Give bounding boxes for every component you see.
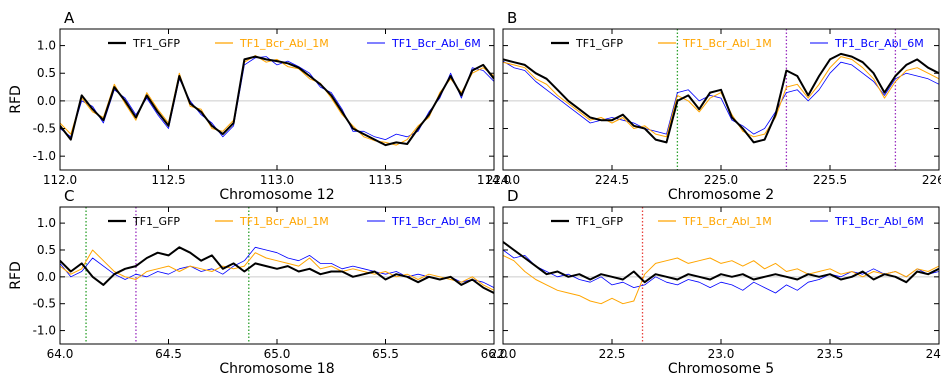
series-line-3 [503, 249, 939, 294]
legend-label: TF1_GFP [132, 215, 180, 228]
legend-label: TF1_Bcr_Abl_6M [834, 215, 924, 228]
series-line-1 [503, 52, 939, 144]
legend-entry-3: TF1_Bcr_Abl_6M [810, 215, 924, 228]
panel-letter: D [507, 187, 519, 205]
y-tick-label: -1.0 [33, 324, 56, 338]
series-line-1 [503, 241, 939, 284]
panel-letter: A [64, 9, 75, 27]
legend-entry-1: TF1_GFP [108, 37, 180, 50]
y-tick-label: -0.5 [33, 297, 56, 311]
series-line-2 [503, 56, 939, 138]
x-tick-label: 225.5 [813, 173, 847, 187]
y-tick-label: 0.0 [37, 94, 56, 108]
legend-entry-2: TF1_Bcr_Abl_1M [658, 37, 772, 50]
x-tick-label: 65.5 [372, 347, 399, 361]
x-axis-title: Chromosome 2 [668, 187, 774, 203]
series-line-1 [60, 246, 494, 294]
x-tick-label: 64.5 [155, 347, 182, 361]
x-tick-label: 224.0 [486, 173, 520, 187]
panel-d: 22.0 22.5 23.0 23.5 24.0 Chromosome 5 D TF1_GFP… [490, 187, 941, 374]
legend-entry-3: TF1_Bcr_Abl_6M [810, 37, 924, 50]
legend-label: TF1_Bcr_Abl_1M [239, 37, 329, 50]
x-tick-label: 23.0 [708, 347, 735, 361]
legend-label: TF1_Bcr_Abl_1M [682, 215, 772, 228]
legend-entry-3: TF1_Bcr_Abl_6M [367, 215, 481, 228]
series-line-2 [60, 249, 494, 291]
x-tick-label: 64.0 [47, 347, 74, 361]
legend-label: TF1_Bcr_Abl_1M [239, 215, 329, 228]
series-line-3 [60, 56, 494, 140]
series-line-3 [503, 60, 939, 135]
x-tick-label: 113.0 [260, 173, 294, 187]
legend-label: TF1_Bcr_Abl_6M [834, 37, 924, 50]
x-tick-label: 66.0 [481, 347, 508, 361]
legend-label: TF1_GFP [575, 37, 623, 50]
y-tick-label: 0.5 [37, 66, 56, 80]
y-axis-title: RFD [8, 85, 24, 114]
y-tick-label: 0.5 [37, 243, 56, 257]
x-tick-label: 113.5 [368, 173, 402, 187]
x-tick-label: 114.0 [477, 173, 511, 187]
legend-entry-1: TF1_GFP [551, 215, 623, 228]
y-tick-label: -0.5 [33, 122, 56, 136]
x-tick-label: 22.0 [490, 347, 517, 361]
x-axis-title: Chromosome 18 [219, 361, 334, 374]
x-tick-label: 225.0 [704, 173, 738, 187]
y-axis-title: RFD [8, 261, 24, 290]
x-axis-title: Chromosome 12 [219, 187, 334, 203]
legend-label: TF1_Bcr_Abl_1M [682, 37, 772, 50]
panel-letter: B [507, 9, 517, 27]
legend-label: TF1_GFP [575, 215, 623, 228]
legend-entry-2: TF1_Bcr_Abl_1M [658, 215, 772, 228]
y-tick-label: -1.0 [33, 149, 56, 163]
panel-c: 64.0 64.5 65.0 65.5 66.0 1.0 0.5 0.0 -0.5 -1.0 Chr… [8, 187, 507, 374]
series-line-3 [60, 246, 494, 288]
legend-entry-2: TF1_Bcr_Abl_1M [215, 37, 329, 50]
x-tick-label: 226.0 [922, 173, 941, 187]
x-tick-label: 23.5 [817, 347, 844, 361]
x-tick-label: 224.5 [595, 173, 629, 187]
x-tick-label: 22.5 [599, 347, 626, 361]
legend-entry-1: TF1_GFP [551, 37, 623, 50]
y-tick-label: 1.0 [37, 216, 56, 230]
legend-label: TF1_GFP [132, 37, 180, 50]
y-tick-label: 0.0 [37, 270, 56, 284]
legend-label: TF1_Bcr_Abl_6M [391, 215, 481, 228]
y-tick-label: 1.0 [37, 39, 56, 53]
panel-b: 224.0 224.5 225.0 225.5 226.0 Chromosome 2 B TF… [486, 9, 941, 203]
legend-entry-2: TF1_Bcr_Abl_1M [215, 215, 329, 228]
x-axis-title: Chromosome 5 [668, 361, 774, 374]
legend-entry-3: TF1_Bcr_Abl_6M [367, 37, 481, 50]
legend-label: TF1_Bcr_Abl_6M [391, 37, 481, 50]
series-line-1 [60, 55, 494, 147]
x-tick-label: 24.0 [926, 347, 941, 361]
panel-a: 112.0 112.5 113.0 113.5 114.0 1.0 0.5 0.0 -0.5 -1… [8, 9, 511, 203]
panel-letter: C [64, 187, 74, 205]
x-tick-label: 112.5 [151, 173, 185, 187]
x-tick-label: 65.0 [264, 347, 291, 361]
x-tick-label: 112.0 [43, 173, 77, 187]
legend-entry-1: TF1_GFP [108, 215, 180, 228]
